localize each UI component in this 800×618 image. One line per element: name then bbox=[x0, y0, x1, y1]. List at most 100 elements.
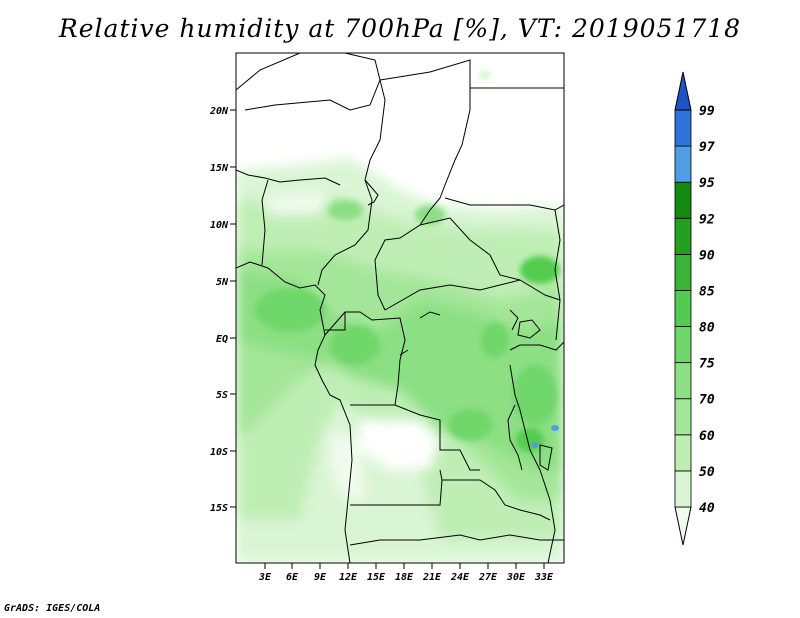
lon-tick-label: 24E bbox=[450, 572, 470, 583]
humidity-patch-97 bbox=[551, 425, 559, 431]
colorbar-band bbox=[674, 470, 692, 508]
lon-tick-label: 15E bbox=[367, 572, 386, 583]
colorbar-band bbox=[674, 434, 692, 472]
border-south bbox=[349, 534, 564, 546]
lon-tick-label: 27E bbox=[478, 572, 498, 583]
lon-tick-15e: 15E bbox=[367, 563, 386, 583]
humidity-patch-95 bbox=[532, 442, 538, 448]
border-uganda bbox=[509, 341, 564, 351]
lake-tanganyika bbox=[507, 404, 523, 471]
colorbar-band bbox=[674, 217, 692, 255]
latitude-axis: 20N 15N 10N 5N EQ 5S 10S 15S bbox=[209, 106, 236, 514]
river-congo-a bbox=[419, 311, 441, 319]
lon-tick-label: 3E bbox=[258, 572, 272, 583]
lon-tick-24e: 24E bbox=[450, 563, 470, 583]
lon-tick-12e: 12E bbox=[339, 563, 358, 583]
lat-tick-15s: 15S bbox=[210, 503, 236, 514]
border-car-sudan bbox=[419, 217, 521, 281]
colorbar: 40 50 60 70 75 80 85 90 92 95 97 99 bbox=[674, 71, 715, 546]
border-zambia bbox=[442, 479, 551, 521]
humidity-patch-80c bbox=[448, 409, 492, 441]
border-algeria-mali bbox=[236, 53, 301, 91]
lake-malawi bbox=[539, 444, 553, 471]
dry-region-coast bbox=[330, 430, 365, 500]
coastline-west bbox=[236, 261, 353, 563]
colorbar-label: 50 bbox=[699, 465, 715, 480]
longitude-axis: 3E 6E 9E 12E 15E 18E 21E 24E 27E 30E 33E bbox=[258, 563, 554, 583]
colorbar-label: 70 bbox=[699, 393, 715, 408]
lon-tick-30e: 30E bbox=[506, 563, 526, 583]
colorbar-band bbox=[674, 290, 692, 327]
country-borders bbox=[236, 53, 564, 563]
border-angola-namibia bbox=[350, 469, 443, 506]
lat-tick-5n: 5N bbox=[216, 277, 236, 288]
colorbar-label: 95 bbox=[699, 176, 715, 191]
map-frame bbox=[235, 52, 565, 564]
lon-tick-label: 21E bbox=[422, 572, 442, 583]
lon-tick-label: 30E bbox=[506, 572, 526, 583]
colorbar-top-triangle bbox=[674, 71, 692, 111]
border-malawi bbox=[539, 469, 556, 563]
lat-tick-20n: 20N bbox=[209, 106, 236, 117]
dry-region-north bbox=[260, 190, 330, 215]
border-sudan-south bbox=[444, 197, 564, 211]
colorbar-segments bbox=[674, 71, 692, 546]
chart-title: Relative humidity at 700hPa [%], VT: 201… bbox=[58, 14, 742, 43]
colorbar-band bbox=[674, 109, 692, 147]
grads-credit: GrADS: IGES/COLA bbox=[4, 603, 101, 614]
lake-chad bbox=[364, 179, 379, 206]
border-niger-nigeria bbox=[236, 169, 341, 186]
border-car-drc bbox=[384, 279, 561, 311]
colorbar-band bbox=[674, 398, 692, 436]
lake-victoria bbox=[517, 319, 541, 339]
humidity-patch-80d bbox=[513, 365, 557, 425]
humidity-patch-75a bbox=[327, 200, 363, 220]
river-congo-b bbox=[399, 349, 409, 356]
colorbar-label: 60 bbox=[699, 429, 715, 444]
colorbar-band bbox=[674, 362, 692, 400]
colorbar-label: 92 bbox=[699, 212, 715, 227]
lat-tick-label: EQ bbox=[216, 334, 228, 345]
colorbar-label: 97 bbox=[699, 140, 715, 155]
colorbar-band bbox=[674, 326, 692, 364]
dry-region-angola bbox=[360, 420, 440, 470]
colorbar-labels: 40 50 60 70 75 80 85 90 92 95 97 99 bbox=[699, 104, 715, 516]
lon-tick-27e: 27E bbox=[478, 563, 498, 583]
border-ethiopia bbox=[554, 209, 561, 341]
lat-tick-label: 10S bbox=[210, 447, 228, 458]
humidity-patch-80b bbox=[330, 325, 380, 365]
colorbar-label: 99 bbox=[699, 104, 715, 119]
colorbar-band bbox=[674, 181, 692, 219]
lat-tick-label: 10N bbox=[210, 220, 229, 231]
lake-albert bbox=[509, 309, 519, 331]
humidity-patch-80e bbox=[481, 322, 509, 358]
lat-tick-15n: 15N bbox=[210, 163, 236, 174]
humidity-patch-85a bbox=[520, 256, 560, 284]
border-chad-east bbox=[374, 109, 471, 311]
lat-tick-eq: EQ bbox=[216, 334, 236, 345]
colorbar-label: 85 bbox=[699, 284, 715, 299]
lon-tick-3e: 3E bbox=[258, 563, 272, 583]
border-drc-angola bbox=[350, 404, 480, 471]
lat-tick-label: 5N bbox=[216, 277, 229, 288]
lat-tick-10n: 10N bbox=[210, 220, 236, 231]
lon-tick-21e: 21E bbox=[422, 563, 442, 583]
border-congo bbox=[324, 311, 406, 406]
humidity-patch-50a bbox=[479, 70, 491, 80]
lat-tick-label: 15S bbox=[210, 503, 228, 514]
lon-tick-label: 33E bbox=[534, 572, 554, 583]
lon-tick-9e: 9E bbox=[314, 563, 327, 583]
lat-tick-label: 5S bbox=[216, 390, 228, 401]
lon-tick-label: 12E bbox=[339, 572, 358, 583]
humidity-patch-80a bbox=[255, 288, 325, 332]
border-benin-nigeria bbox=[261, 179, 269, 266]
lon-tick-label: 6E bbox=[286, 572, 299, 583]
humidity-patch-75b bbox=[415, 205, 445, 225]
lat-tick-label: 20N bbox=[209, 106, 229, 117]
border-gabon bbox=[325, 312, 346, 331]
border-chad-west bbox=[317, 79, 386, 286]
colorbar-label: 80 bbox=[699, 321, 715, 336]
border-niger-north bbox=[244, 53, 381, 111]
humidity-field bbox=[236, 53, 564, 563]
